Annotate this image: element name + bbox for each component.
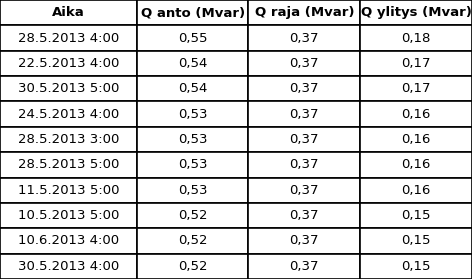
Text: 0,37: 0,37 bbox=[290, 158, 319, 171]
Text: 0,53: 0,53 bbox=[178, 133, 207, 146]
Text: 0,16: 0,16 bbox=[402, 133, 431, 146]
Polygon shape bbox=[137, 51, 248, 76]
Polygon shape bbox=[137, 228, 248, 254]
Polygon shape bbox=[137, 76, 248, 102]
Polygon shape bbox=[248, 51, 360, 76]
Polygon shape bbox=[360, 127, 472, 152]
Text: 0,55: 0,55 bbox=[178, 32, 207, 45]
Text: 30.5.2013 4:00: 30.5.2013 4:00 bbox=[18, 260, 119, 273]
Polygon shape bbox=[0, 203, 137, 228]
Text: 0,16: 0,16 bbox=[402, 184, 431, 197]
Text: 10.5.2013 5:00: 10.5.2013 5:00 bbox=[17, 209, 119, 222]
Text: 0,52: 0,52 bbox=[178, 209, 207, 222]
Polygon shape bbox=[248, 102, 360, 127]
Text: 0,37: 0,37 bbox=[290, 57, 319, 70]
Polygon shape bbox=[248, 0, 360, 25]
Text: 28.5.2013 4:00: 28.5.2013 4:00 bbox=[18, 32, 119, 45]
Polygon shape bbox=[137, 25, 248, 51]
Polygon shape bbox=[360, 254, 472, 279]
Text: 0,53: 0,53 bbox=[178, 184, 207, 197]
Polygon shape bbox=[248, 228, 360, 254]
Text: 0,52: 0,52 bbox=[178, 234, 207, 247]
Text: 0,15: 0,15 bbox=[401, 260, 431, 273]
Polygon shape bbox=[248, 127, 360, 152]
Text: 0,15: 0,15 bbox=[401, 234, 431, 247]
Polygon shape bbox=[248, 25, 360, 51]
Text: 0,37: 0,37 bbox=[290, 32, 319, 45]
Polygon shape bbox=[0, 127, 137, 152]
Polygon shape bbox=[137, 0, 248, 25]
Text: Q ylitys (Mvar): Q ylitys (Mvar) bbox=[361, 6, 472, 19]
Polygon shape bbox=[137, 127, 248, 152]
Text: 0,54: 0,54 bbox=[178, 82, 207, 95]
Polygon shape bbox=[248, 152, 360, 177]
Polygon shape bbox=[360, 76, 472, 102]
Text: 11.5.2013 5:00: 11.5.2013 5:00 bbox=[17, 184, 119, 197]
Text: 0,16: 0,16 bbox=[402, 108, 431, 121]
Text: 0,37: 0,37 bbox=[290, 260, 319, 273]
Text: 10.6.2013 4:00: 10.6.2013 4:00 bbox=[18, 234, 119, 247]
Polygon shape bbox=[137, 152, 248, 177]
Text: Aika: Aika bbox=[52, 6, 85, 19]
Text: Q raja (Mvar): Q raja (Mvar) bbox=[254, 6, 354, 19]
Text: 0,18: 0,18 bbox=[402, 32, 431, 45]
Polygon shape bbox=[0, 51, 137, 76]
Text: 24.5.2013 4:00: 24.5.2013 4:00 bbox=[18, 108, 119, 121]
Polygon shape bbox=[0, 0, 137, 25]
Polygon shape bbox=[0, 228, 137, 254]
Polygon shape bbox=[0, 76, 137, 102]
Polygon shape bbox=[137, 177, 248, 203]
Text: 0,16: 0,16 bbox=[402, 158, 431, 171]
Polygon shape bbox=[360, 25, 472, 51]
Text: Q anto (Mvar): Q anto (Mvar) bbox=[141, 6, 244, 19]
Text: 0,53: 0,53 bbox=[178, 108, 207, 121]
Polygon shape bbox=[360, 0, 472, 25]
Text: 0,37: 0,37 bbox=[290, 209, 319, 222]
Polygon shape bbox=[0, 152, 137, 177]
Polygon shape bbox=[0, 102, 137, 127]
Polygon shape bbox=[0, 25, 137, 51]
Text: 0,37: 0,37 bbox=[290, 133, 319, 146]
Text: 0,37: 0,37 bbox=[290, 234, 319, 247]
Polygon shape bbox=[248, 177, 360, 203]
Polygon shape bbox=[248, 76, 360, 102]
Polygon shape bbox=[360, 102, 472, 127]
Text: 22.5.2013 4:00: 22.5.2013 4:00 bbox=[17, 57, 119, 70]
Polygon shape bbox=[137, 254, 248, 279]
Text: 28.5.2013 5:00: 28.5.2013 5:00 bbox=[17, 158, 119, 171]
Text: 0,37: 0,37 bbox=[290, 82, 319, 95]
Polygon shape bbox=[137, 102, 248, 127]
Polygon shape bbox=[137, 203, 248, 228]
Text: 0,37: 0,37 bbox=[290, 184, 319, 197]
Polygon shape bbox=[360, 177, 472, 203]
Polygon shape bbox=[360, 203, 472, 228]
Text: 0,15: 0,15 bbox=[401, 209, 431, 222]
Text: 0,17: 0,17 bbox=[401, 82, 431, 95]
Polygon shape bbox=[360, 51, 472, 76]
Text: 0,53: 0,53 bbox=[178, 158, 207, 171]
Text: 28.5.2013 3:00: 28.5.2013 3:00 bbox=[17, 133, 119, 146]
Text: 0,52: 0,52 bbox=[178, 260, 207, 273]
Polygon shape bbox=[0, 254, 137, 279]
Polygon shape bbox=[360, 152, 472, 177]
Polygon shape bbox=[248, 203, 360, 228]
Polygon shape bbox=[248, 254, 360, 279]
Text: 0,37: 0,37 bbox=[290, 108, 319, 121]
Text: 30.5.2013 5:00: 30.5.2013 5:00 bbox=[17, 82, 119, 95]
Text: 0,54: 0,54 bbox=[178, 57, 207, 70]
Polygon shape bbox=[360, 228, 472, 254]
Polygon shape bbox=[0, 177, 137, 203]
Text: 0,17: 0,17 bbox=[401, 57, 431, 70]
